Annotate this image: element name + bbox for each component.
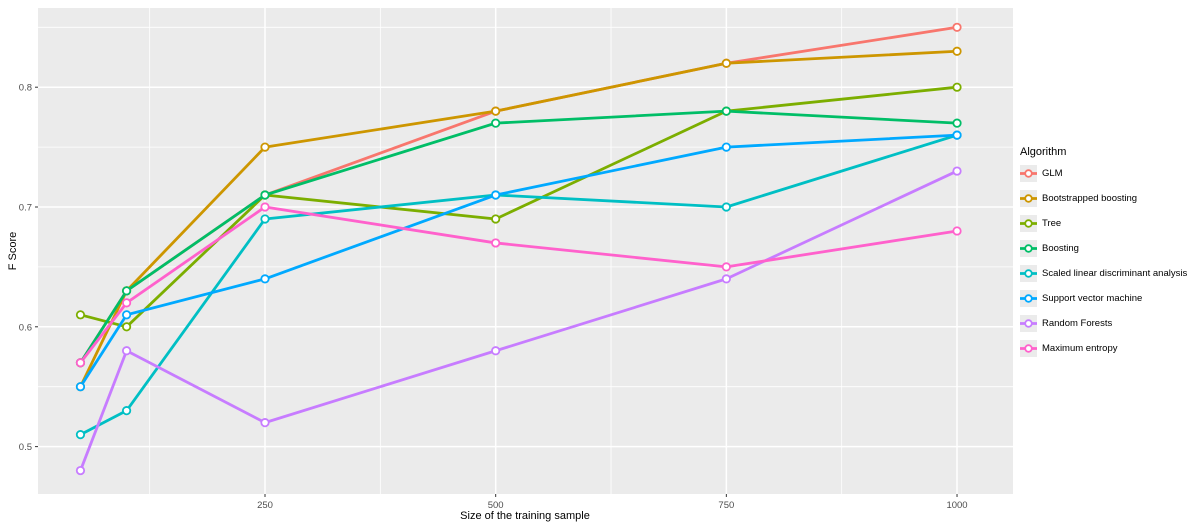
data-point bbox=[121, 298, 132, 308]
legend-item-label: Scaled linear discriminant analysis bbox=[1042, 268, 1188, 279]
data-point bbox=[491, 106, 501, 116]
data-point bbox=[121, 322, 132, 332]
legend-item-bootstrapped-boosting: Bootstrapped boosting bbox=[1020, 190, 1200, 207]
legend-key-icon bbox=[1020, 340, 1037, 357]
data-point bbox=[75, 430, 86, 440]
series-points-maximum-entropy bbox=[75, 202, 962, 368]
x-tick-label: 500 bbox=[488, 500, 504, 511]
data-point bbox=[952, 22, 962, 32]
y-axis-title: F Score bbox=[7, 231, 19, 271]
legend-key-icon bbox=[1020, 215, 1037, 232]
data-point bbox=[721, 58, 731, 68]
legend-item-boosting: Boosting bbox=[1020, 240, 1200, 257]
legend-key-icon bbox=[1020, 265, 1037, 282]
x-axis-title: Size of the training sample bbox=[460, 510, 590, 522]
y-tick-label: 0.7 bbox=[19, 203, 32, 214]
data-point bbox=[121, 346, 132, 356]
data-point bbox=[952, 82, 962, 92]
data-point bbox=[75, 358, 86, 368]
series-line-bootstrapped-boosting bbox=[79, 49, 958, 388]
gridlines bbox=[38, 8, 1013, 494]
legend-item-label: GLM bbox=[1042, 168, 1063, 179]
data-point bbox=[260, 274, 270, 284]
data-point bbox=[75, 310, 86, 320]
data-point bbox=[952, 166, 962, 176]
data-point bbox=[260, 202, 270, 212]
series-points-random-forests bbox=[75, 166, 962, 476]
data-point bbox=[121, 310, 132, 320]
data-point bbox=[721, 142, 731, 152]
data-point bbox=[721, 106, 731, 116]
legend-item-label: Bootstrapped boosting bbox=[1042, 193, 1138, 204]
legend-item-label: Support vector machine bbox=[1042, 293, 1143, 304]
data-point bbox=[491, 238, 501, 248]
legend-item-tree: Tree bbox=[1020, 215, 1200, 232]
data-point bbox=[75, 465, 86, 476]
legend-item-scaled-linear-discriminant-analysis: Scaled linear discriminant analysis bbox=[1020, 265, 1200, 282]
x-tick-label: 1000 bbox=[946, 500, 967, 511]
legend-title: Algorithm bbox=[1020, 146, 1067, 158]
legend-key-icon bbox=[1020, 315, 1037, 332]
legend-item-label: Boosting bbox=[1042, 243, 1079, 254]
legend-item-random-forests: Random Forests bbox=[1020, 315, 1200, 332]
data-point bbox=[260, 190, 270, 200]
legend-key-icon bbox=[1020, 165, 1037, 182]
legend-item-label: Tree bbox=[1042, 218, 1062, 229]
series-line-maximum-entropy bbox=[79, 205, 958, 364]
series-line-support-vector-machine bbox=[79, 133, 958, 388]
data-point bbox=[952, 46, 962, 56]
data-point bbox=[491, 346, 501, 356]
data-point bbox=[952, 226, 962, 236]
data-point bbox=[491, 118, 501, 128]
x-tick-label: 250 bbox=[257, 500, 273, 511]
x-tick-label: 750 bbox=[718, 500, 734, 511]
legend-key-icon bbox=[1020, 290, 1037, 307]
series-line-scaled-linear-discriminant-analysis bbox=[79, 133, 958, 436]
y-tick-label: 0.5 bbox=[19, 442, 32, 453]
data-point bbox=[260, 142, 270, 152]
series-line-boosting bbox=[79, 109, 958, 364]
legend-item-label: Random Forests bbox=[1042, 318, 1113, 329]
legend-items: GLM Bootstrapped boosting Tree Boosting Scal… bbox=[1020, 165, 1200, 357]
y-tick-label: 0.8 bbox=[19, 83, 32, 94]
data-point bbox=[75, 382, 86, 392]
legend-item-label: Maximum entropy bbox=[1042, 343, 1118, 354]
legend-item-maximum-entropy: Maximum entropy bbox=[1020, 340, 1200, 357]
axis-ticks bbox=[35, 86, 958, 497]
data-point bbox=[491, 214, 501, 224]
legend-item-glm: GLM bbox=[1020, 165, 1200, 182]
legend: Algorithm GLM Bootstrapped boosting Tree Bo… bbox=[1020, 146, 1200, 365]
data-point bbox=[260, 418, 270, 428]
data-point bbox=[121, 286, 132, 296]
data-point bbox=[491, 190, 501, 200]
data-point bbox=[721, 202, 731, 212]
data-point bbox=[121, 406, 132, 416]
data-point bbox=[952, 130, 962, 140]
legend-key-icon bbox=[1020, 190, 1037, 207]
series-points-support-vector-machine bbox=[75, 130, 962, 392]
data-point bbox=[721, 274, 731, 284]
data-point bbox=[721, 262, 731, 272]
data-point bbox=[952, 118, 962, 128]
legend-key-icon bbox=[1020, 240, 1037, 257]
data-point bbox=[260, 214, 270, 224]
y-tick-label: 0.6 bbox=[19, 322, 32, 333]
legend-item-support-vector-machine: Support vector machine bbox=[1020, 290, 1200, 307]
